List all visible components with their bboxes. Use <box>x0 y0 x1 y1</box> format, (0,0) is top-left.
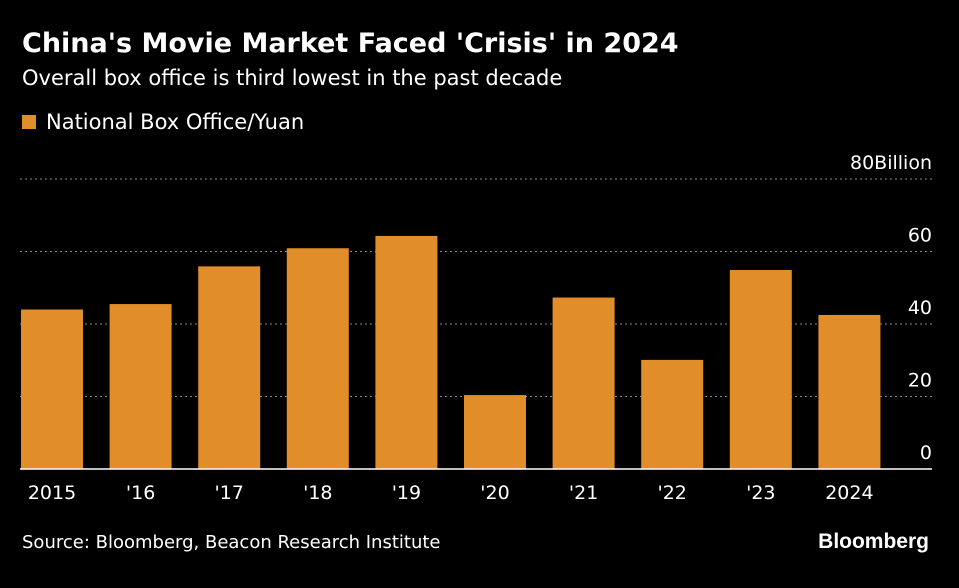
chart-title: China's Movie Market Faced 'Crisis' in 2… <box>22 28 679 59</box>
source-note: Source: Bloomberg, Beacon Research Insti… <box>22 532 441 553</box>
y-tick-label-60: 60 <box>908 225 932 247</box>
legend: National Box Office/Yuan <box>22 110 304 134</box>
x-tick-label-0: 2015 <box>28 482 76 504</box>
bar-5 <box>464 395 526 469</box>
x-tick-label-6: '21 <box>569 482 598 504</box>
y-tick-label-40: 40 <box>908 297 932 319</box>
bar-8 <box>729 269 792 469</box>
bar-0 <box>21 309 83 469</box>
x-tick-label-5: '20 <box>480 482 509 504</box>
bar-3 <box>286 248 349 469</box>
bar-6 <box>552 297 615 469</box>
y-tick-label-20: 20 <box>908 370 932 392</box>
bar-4 <box>375 235 438 469</box>
x-tick-label-4: '19 <box>392 482 421 504</box>
y-tick-label-80: 80Billion <box>850 152 932 174</box>
x-tick-label-2: '17 <box>214 482 243 504</box>
bar-7 <box>641 359 704 469</box>
bloomberg-logo: Bloomberg <box>818 530 929 553</box>
bar-9 <box>818 314 881 469</box>
x-tick-label-1: '16 <box>126 482 155 504</box>
bar-2 <box>198 266 261 469</box>
x-tick-label-8: '23 <box>746 482 775 504</box>
y-tick-label-0: 0 <box>920 442 932 464</box>
x-tick-label-3: '18 <box>303 482 332 504</box>
x-tick-label-7: '22 <box>657 482 686 504</box>
x-tick-label-9: 2024 <box>825 482 873 504</box>
chart-subtitle: Overall box office is third lowest in th… <box>22 66 563 90</box>
legend-swatch <box>22 115 36 129</box>
bar-1 <box>109 304 172 469</box>
legend-label: National Box Office/Yuan <box>46 110 305 134</box>
